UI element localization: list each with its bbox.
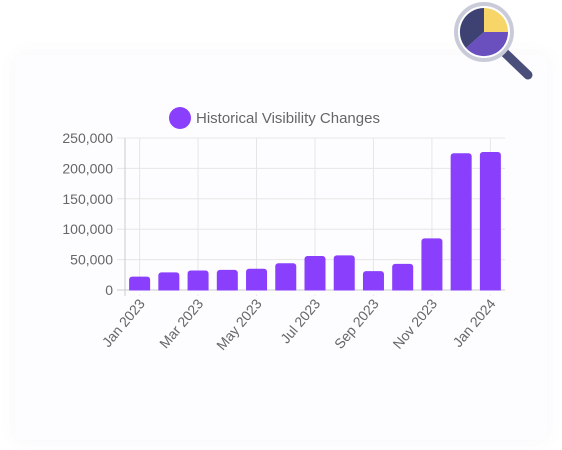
legend[interactable]: Historical Visibility Changes — [169, 107, 380, 129]
bars — [126, 151, 506, 295]
x-tick-label: Jan 2023 — [99, 295, 148, 350]
y-tick-label: 50,000 — [70, 252, 113, 268]
x-tick-label: Sep 2023 — [331, 295, 382, 351]
bar[interactable] — [421, 238, 443, 293]
bar[interactable] — [479, 151, 501, 293]
bar[interactable] — [129, 276, 151, 293]
bar[interactable] — [304, 255, 326, 293]
magnifier-pie-chart-icon — [454, 2, 533, 80]
bar[interactable] — [158, 272, 180, 293]
y-tick-label: 100,000 — [62, 221, 113, 237]
legend-swatch[interactable] — [169, 107, 191, 129]
bar[interactable] — [362, 271, 384, 293]
y-tick-label: 150,000 — [62, 191, 113, 207]
x-tick-label: Mar 2023 — [156, 295, 206, 351]
y-axis-ticks: 0 50,000 100,000 150,000 200,000 250,000 — [62, 130, 113, 298]
baseline-mask — [126, 290, 506, 295]
bar[interactable] — [187, 270, 209, 293]
bar[interactable] — [246, 268, 268, 293]
y-tick-label: 200,000 — [62, 160, 113, 176]
x-axis-ticks: Jan 2023 Mar 2023 May 2023 Jul 2023 Sep 2023… — [99, 295, 499, 353]
x-tick-label: May 2023 — [213, 295, 265, 353]
y-tick-label: 250,000 — [62, 130, 113, 146]
y-tick-label: 0 — [105, 282, 113, 298]
x-tick-label: Jan 2024 — [449, 295, 498, 350]
bar[interactable] — [275, 263, 297, 293]
bar[interactable] — [450, 153, 472, 293]
x-tick-label: Jul 2023 — [277, 295, 323, 346]
legend-label[interactable]: Historical Visibility Changes — [196, 110, 380, 127]
bar[interactable] — [392, 263, 414, 293]
x-tick-label: Nov 2023 — [389, 295, 440, 351]
bar[interactable] — [333, 255, 355, 293]
bar[interactable] — [216, 269, 238, 293]
